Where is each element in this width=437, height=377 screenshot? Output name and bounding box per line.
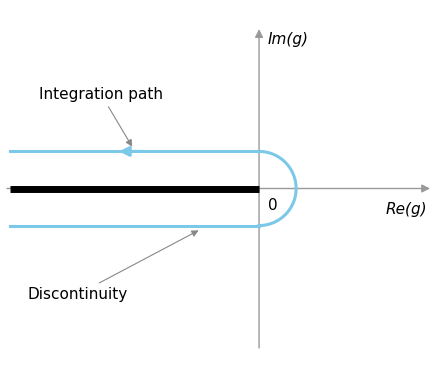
Text: Re(g): Re(g)	[385, 202, 427, 218]
Text: Im(g): Im(g)	[267, 32, 308, 47]
Text: Discontinuity: Discontinuity	[28, 231, 198, 302]
Text: Integration path: Integration path	[39, 87, 163, 146]
Text: 0: 0	[268, 198, 278, 213]
